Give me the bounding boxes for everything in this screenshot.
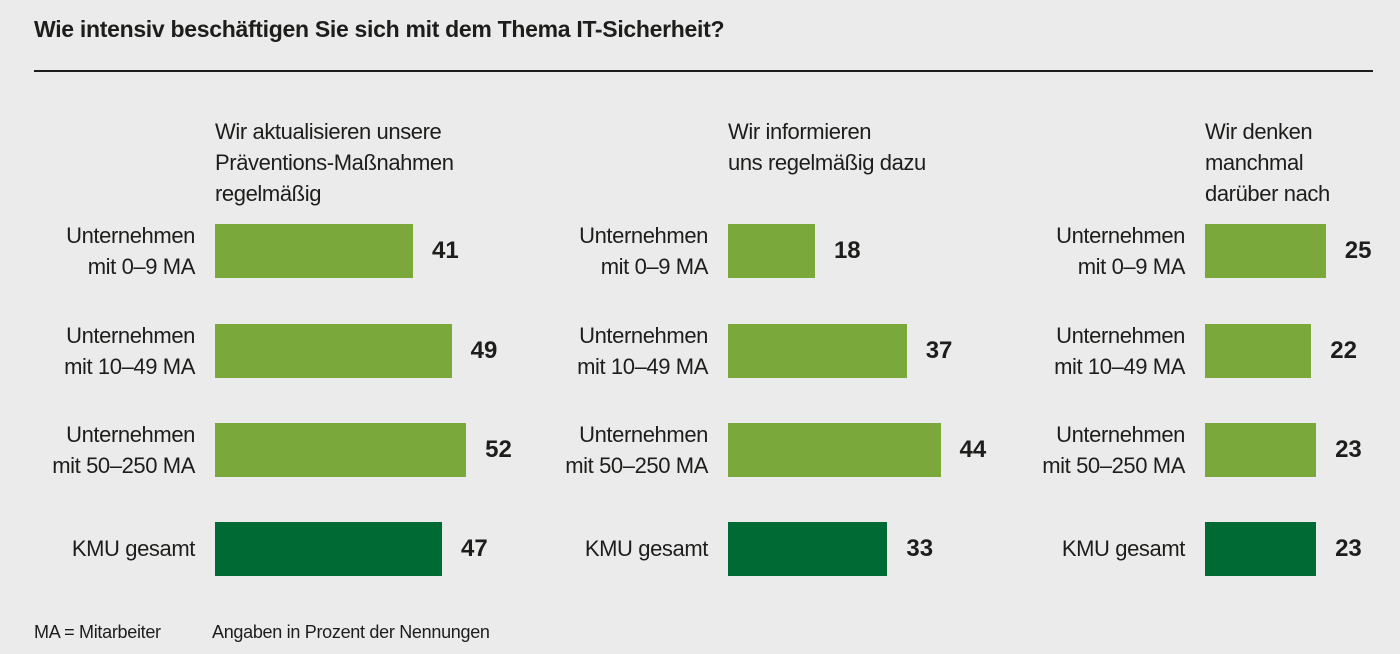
data-label: 22 (1330, 337, 1357, 364)
data-label: 49 (470, 337, 498, 364)
category-label-line: mit 50–250 MA (52, 453, 195, 478)
data-label: 52 (485, 436, 512, 463)
category-label-line: KMU gesamt (1061, 536, 1186, 561)
data-label: 44 (959, 436, 987, 463)
category-label-line: Unternehmen (66, 223, 195, 248)
category-label: Unternehmen mit 10–49 MA (508, 320, 708, 382)
category-label-line: mit 0–9 MA (1077, 254, 1186, 279)
chart-panel-2: Wir informieren uns regelmäßig dazu Untern… (508, 116, 987, 576)
panel-title: Wir aktualisieren unsere Präventions-Maßn… (215, 116, 454, 209)
category-label-line: Unternehmen (1056, 422, 1185, 447)
category-label: Unternehmen mit 50–250 MA (985, 419, 1185, 481)
data-label: 18 (833, 237, 861, 264)
category-label-line: Unternehmen (66, 422, 195, 447)
title-divider (34, 70, 1373, 72)
category-label-line: mit 50–250 MA (565, 453, 708, 478)
panel-title-line: regelmäßig (215, 181, 322, 206)
bar (1205, 324, 1312, 378)
data-label: 25 (1344, 237, 1372, 264)
data-label: 47 (461, 535, 488, 562)
panel-title-line: manchmal (1205, 150, 1304, 175)
bar-total (215, 522, 442, 576)
category-label: Unternehmen mit 10–49 MA (985, 320, 1185, 382)
bar (728, 423, 941, 477)
panel-title-line: darüber nach (1205, 181, 1330, 206)
category-label-line: KMU gesamt (584, 536, 709, 561)
panel-title-line: Präventions-Maßnahmen (215, 150, 454, 175)
panel-title-line: Wir denken (1205, 119, 1313, 144)
category-label-line: Unternehmen (1056, 223, 1185, 248)
data-label: 41 (432, 237, 459, 264)
panel-title-line: Wir aktualisieren unsere (215, 119, 442, 144)
chart-panel-1: Wir aktualisieren unsere Präventions-Maßn… (0, 116, 512, 576)
panel-title-line: uns regelmäßig dazu (728, 150, 926, 175)
bar (728, 324, 907, 378)
bar (1205, 224, 1326, 278)
category-label-line: mit 0–9 MA (87, 254, 196, 279)
category-label-line: KMU gesamt (71, 536, 196, 561)
data-label: 37 (925, 337, 953, 364)
footnote-abbreviation: MA = Mitarbeiter (34, 622, 161, 642)
data-label: 23 (1335, 535, 1362, 562)
category-label: Unternehmen mit 0–9 MA (0, 220, 195, 282)
category-label-line: mit 0–9 MA (600, 254, 709, 279)
category-label-line: Unternehmen (579, 223, 708, 248)
chart-panel-3: Wir denken manchmal darüber nach Unternehme… (985, 116, 1372, 576)
category-label-line: mit 10–49 MA (577, 354, 708, 379)
panel-title-line: Wir informieren (728, 119, 872, 144)
category-label-line: Unternehmen (1056, 323, 1185, 348)
bar (215, 324, 452, 378)
category-label-line: mit 10–49 MA (1054, 354, 1185, 379)
data-label: 33 (906, 535, 934, 562)
bar-total (1205, 522, 1317, 576)
chart-title: Wie intensiv beschäftigen Sie sich mit d… (34, 16, 725, 42)
panel-title: Wir denken manchmal darüber nach (1205, 116, 1330, 209)
bar (728, 224, 815, 278)
bar (1205, 423, 1317, 477)
category-label: Unternehmen mit 10–49 MA (0, 320, 195, 382)
category-label: Unternehmen mit 50–250 MA (0, 419, 195, 481)
panel-title: Wir informieren uns regelmäßig dazu (728, 116, 926, 178)
bar-total (728, 522, 888, 576)
footnote-unit: Angaben in Prozent der Nennungen (212, 622, 490, 642)
category-label: Unternehmen mit 0–9 MA (985, 220, 1185, 282)
bar (215, 423, 467, 477)
category-label-line: Unternehmen (579, 323, 708, 348)
category-label-line: mit 50–250 MA (1042, 453, 1185, 478)
category-label: Unternehmen mit 0–9 MA (508, 220, 708, 282)
category-label-line: Unternehmen (579, 422, 708, 447)
data-label: 23 (1335, 436, 1362, 463)
category-label: KMU gesamt (0, 533, 196, 564)
category-label-line: Unternehmen (66, 323, 195, 348)
category-label-line: mit 10–49 MA (64, 354, 195, 379)
category-label: KMU gesamt (508, 533, 709, 564)
category-label: KMU gesamt (985, 533, 1186, 564)
bar (215, 224, 414, 278)
category-label: Unternehmen mit 50–250 MA (508, 419, 708, 481)
